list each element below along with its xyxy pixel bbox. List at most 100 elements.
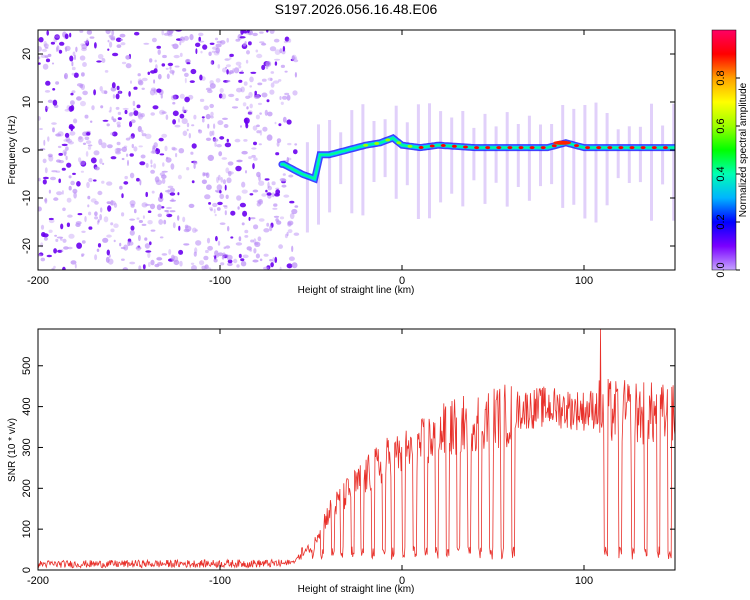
noise-speckle [236, 159, 242, 163]
signal-streak [516, 124, 520, 187]
noise-speckle [266, 222, 270, 227]
noise-speckle [191, 124, 195, 127]
noise-speckle [248, 41, 252, 46]
noise-speckle [165, 114, 169, 120]
noise-speckle [170, 163, 175, 170]
noise-speckle [192, 227, 197, 233]
noise-speckle [159, 109, 165, 115]
noise-speckle [147, 220, 153, 225]
noise-speckle [218, 151, 223, 157]
noise-speckle [219, 222, 226, 225]
signal-streak [450, 117, 454, 194]
noise-speckle [220, 176, 223, 183]
noise-speckle [106, 181, 113, 186]
signal-streak [505, 112, 509, 207]
noise-speckle [144, 237, 148, 241]
noise-speckle [202, 118, 205, 123]
signal-streak [483, 113, 487, 204]
noise-speckle [144, 243, 150, 249]
noise-speckle [129, 112, 134, 116]
noise-speckle [278, 123, 282, 127]
signal-streak [361, 104, 365, 216]
colorbar-tick-label: 0.6 [715, 118, 727, 133]
noise-speckle [148, 262, 151, 267]
noise-speckle [239, 36, 246, 39]
noise-speckle [107, 258, 114, 265]
noise-speckle [130, 203, 135, 208]
noise-speckle [286, 231, 289, 237]
noise-speckle [52, 127, 55, 133]
noise-speckle [118, 89, 121, 95]
noise-speckle [67, 246, 73, 250]
noise-speckle [249, 76, 254, 83]
noise-speckle [119, 185, 123, 190]
noise-speckle [76, 96, 82, 101]
noise-speckle [241, 222, 245, 226]
snr-panel: -200 -100 0 100 0 100 200 300 400 500 Height of s… [7, 328, 676, 595]
noise-speckle [288, 256, 295, 262]
noise-speckle [261, 42, 267, 46]
noise-speckle [293, 232, 300, 236]
noise-speckle [145, 191, 148, 198]
noise-speckle [60, 249, 64, 253]
noise-speckle [280, 101, 284, 106]
noise-speckle [255, 114, 260, 120]
signal-hotspot [485, 146, 491, 150]
noise-speckle [102, 237, 109, 243]
noise-speckle [141, 129, 144, 134]
noise-speckle [218, 93, 223, 99]
noise-speckle [213, 50, 220, 56]
noise-speckle [38, 37, 44, 43]
noise-speckle [166, 210, 169, 216]
noise-speckle [88, 211, 92, 216]
signal-streak [650, 103, 653, 221]
noise-speckle [182, 68, 187, 72]
signal-streak [627, 126, 631, 183]
noise-speckle [115, 37, 122, 43]
noise-speckle [174, 124, 181, 128]
noise-speckle [258, 218, 265, 222]
spectrogram-ylabel: Frequency (Hz) [7, 116, 18, 185]
noise-speckle [178, 148, 185, 154]
noise-speckle [213, 123, 216, 129]
noise-speckle [209, 207, 213, 210]
noise-speckle [258, 174, 261, 182]
noise-speckle [72, 188, 78, 194]
noise-speckle [158, 219, 164, 225]
noise-speckle [250, 71, 257, 74]
noise-speckle [207, 154, 214, 161]
noise-speckle [212, 46, 218, 50]
noise-speckle [252, 32, 258, 37]
noise-speckle [40, 257, 46, 262]
noise-speckle [150, 164, 153, 168]
noise-speckle [64, 108, 70, 112]
noise-speckle [228, 71, 232, 75]
noise-speckle [60, 237, 63, 241]
snr-series [38, 329, 675, 569]
noise-speckle [97, 243, 102, 248]
signal-hotspot [507, 146, 513, 150]
noise-speckle [255, 49, 259, 53]
noise-speckle [261, 193, 267, 197]
noise-speckle [99, 86, 103, 92]
noise-speckle [206, 237, 211, 244]
noise-speckle [287, 220, 294, 226]
noise-speckle [84, 114, 89, 119]
noise-speckle [66, 222, 70, 228]
noise-speckle [291, 55, 295, 61]
noise-speckle [245, 59, 249, 64]
noise-speckle [46, 30, 49, 36]
noise-speckle [161, 253, 168, 256]
noise-speckle [119, 33, 126, 38]
noise-speckle [42, 233, 49, 238]
noise-speckle [219, 193, 225, 200]
signal-streak [372, 121, 376, 182]
noise-speckle [112, 94, 115, 99]
noise-speckle [81, 72, 85, 77]
noise-speckle [62, 207, 66, 212]
noise-speckle [107, 144, 113, 149]
noise-speckle [82, 62, 87, 67]
noise-speckle [161, 30, 164, 36]
noise-speckle [44, 197, 48, 204]
